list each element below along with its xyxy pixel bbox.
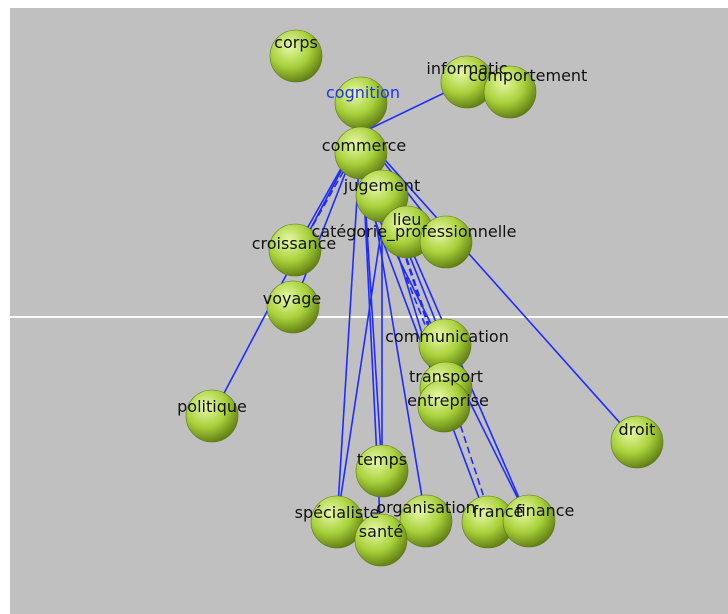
edge-cognition-droit (360, 132, 638, 443)
node-label-comportement: comportement (469, 66, 588, 85)
node-label-politique: politique (177, 397, 247, 416)
node-label-specialiste: spécialiste (295, 503, 380, 522)
node-label-lieu: lieu (393, 210, 422, 229)
node-label-temps: temps (357, 450, 407, 469)
node-droit[interactable] (610, 415, 664, 469)
node-label-transport: transport (409, 367, 483, 386)
node-label-jugement: jugement (343, 176, 420, 195)
node-temps[interactable] (355, 444, 409, 498)
node-label-cognition: cognition (326, 83, 400, 102)
node-politique[interactable] (185, 389, 239, 443)
node-label-droit: droit (619, 420, 656, 439)
node-categorie[interactable] (419, 215, 473, 269)
node-label-croissance: croissance (252, 234, 337, 253)
node-finance[interactable] (502, 494, 556, 548)
edge-jugement-specialiste (336, 225, 383, 523)
node-croissance[interactable] (268, 223, 322, 277)
node-entreprise[interactable] (417, 379, 471, 433)
node-label-entreprise: entreprise (407, 391, 489, 410)
node-label-sante: santé (359, 522, 403, 541)
node-label-corps: corps (274, 33, 318, 52)
graph-viewport[interactable]: corps cognition informatic comportement comm… (10, 8, 728, 614)
node-sante[interactable] (354, 513, 408, 567)
node-label-finance: finance (516, 501, 575, 520)
node-organisation[interactable] (399, 494, 453, 548)
node-label-france: france (473, 502, 524, 521)
node-label-informatique: informatic (426, 59, 507, 78)
node-comportement[interactable] (483, 65, 537, 119)
node-label-communication: communication (385, 327, 509, 346)
node-commerce[interactable] (334, 126, 388, 180)
node-corps[interactable] (269, 29, 323, 83)
node-voyage[interactable] (266, 280, 320, 334)
node-label-organisation: organisation (376, 498, 475, 517)
node-label-commerce: commerce (322, 136, 406, 155)
node-label-categorie: catégorie_professionnelle (312, 222, 517, 242)
node-label-voyage: voyage (263, 289, 322, 308)
